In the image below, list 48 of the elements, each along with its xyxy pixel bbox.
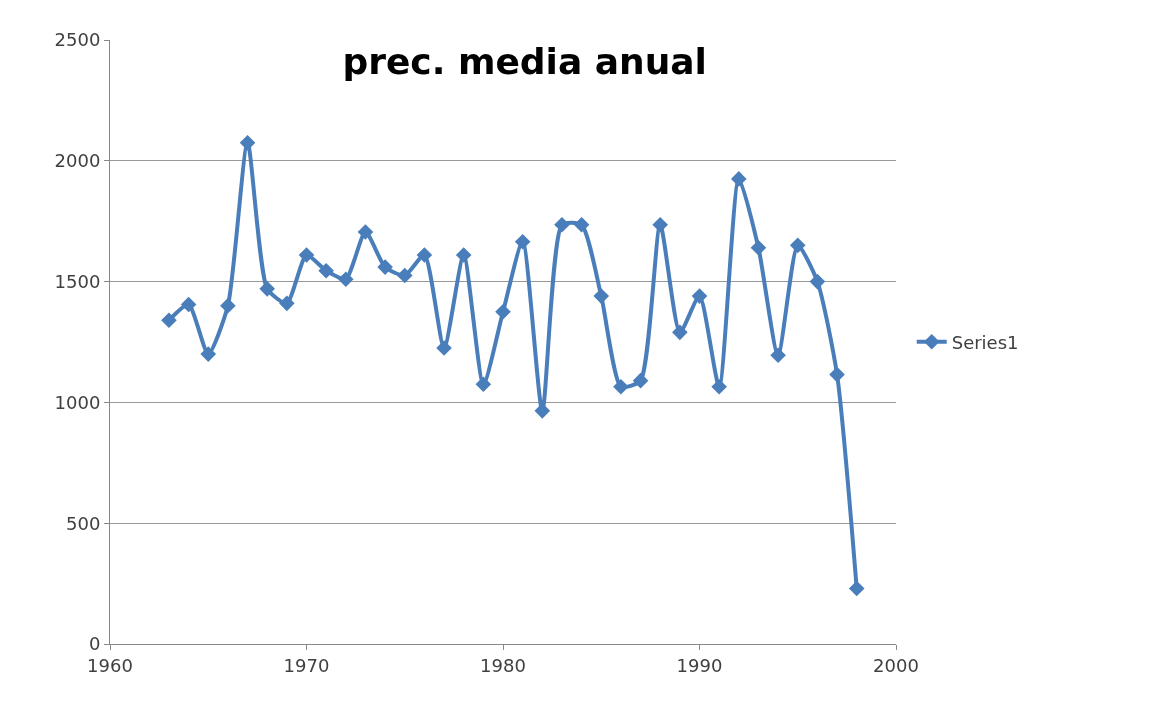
point [613, 378, 629, 395]
x-tick-label: 1960 [87, 654, 133, 676]
point [632, 372, 649, 389]
point [318, 262, 334, 279]
point [495, 304, 511, 320]
legend-label: Series1 [951, 331, 1019, 353]
point [711, 378, 727, 395]
point [848, 580, 865, 597]
point [770, 347, 786, 364]
x-tick-label: 2000 [873, 654, 919, 676]
y-tick-label: 2500 [54, 29, 101, 51]
point [829, 366, 845, 383]
point [672, 324, 688, 341]
point [239, 134, 256, 151]
point [298, 247, 315, 263]
point [593, 288, 610, 304]
point [396, 267, 413, 284]
point [809, 273, 826, 290]
y-tick-label: 1500 [54, 270, 101, 292]
point [416, 247, 433, 263]
point [652, 217, 668, 233]
point [377, 259, 393, 275]
point [731, 171, 747, 187]
point [691, 288, 708, 304]
x-tick-label: 1980 [480, 654, 526, 676]
point [161, 312, 177, 329]
y-tick-label: 500 [66, 512, 101, 534]
point [357, 224, 374, 240]
point [259, 281, 275, 297]
point [455, 247, 472, 263]
chart-title: prec. media anual [342, 41, 707, 83]
point [554, 217, 570, 233]
x-tick-label: 1990 [676, 654, 723, 676]
x-tick-label: 1970 [283, 654, 330, 676]
point [279, 295, 295, 312]
y-tick-label: 2000 [54, 150, 101, 172]
y-tick-label: 0 [88, 633, 101, 655]
point [180, 296, 197, 313]
point [750, 239, 767, 256]
point [436, 340, 452, 356]
point [789, 237, 806, 254]
point [573, 217, 590, 233]
point [514, 233, 531, 250]
point [220, 297, 236, 314]
point [475, 376, 492, 393]
point [338, 271, 354, 287]
y-tick-label: 1000 [54, 391, 101, 413]
point [200, 346, 217, 362]
